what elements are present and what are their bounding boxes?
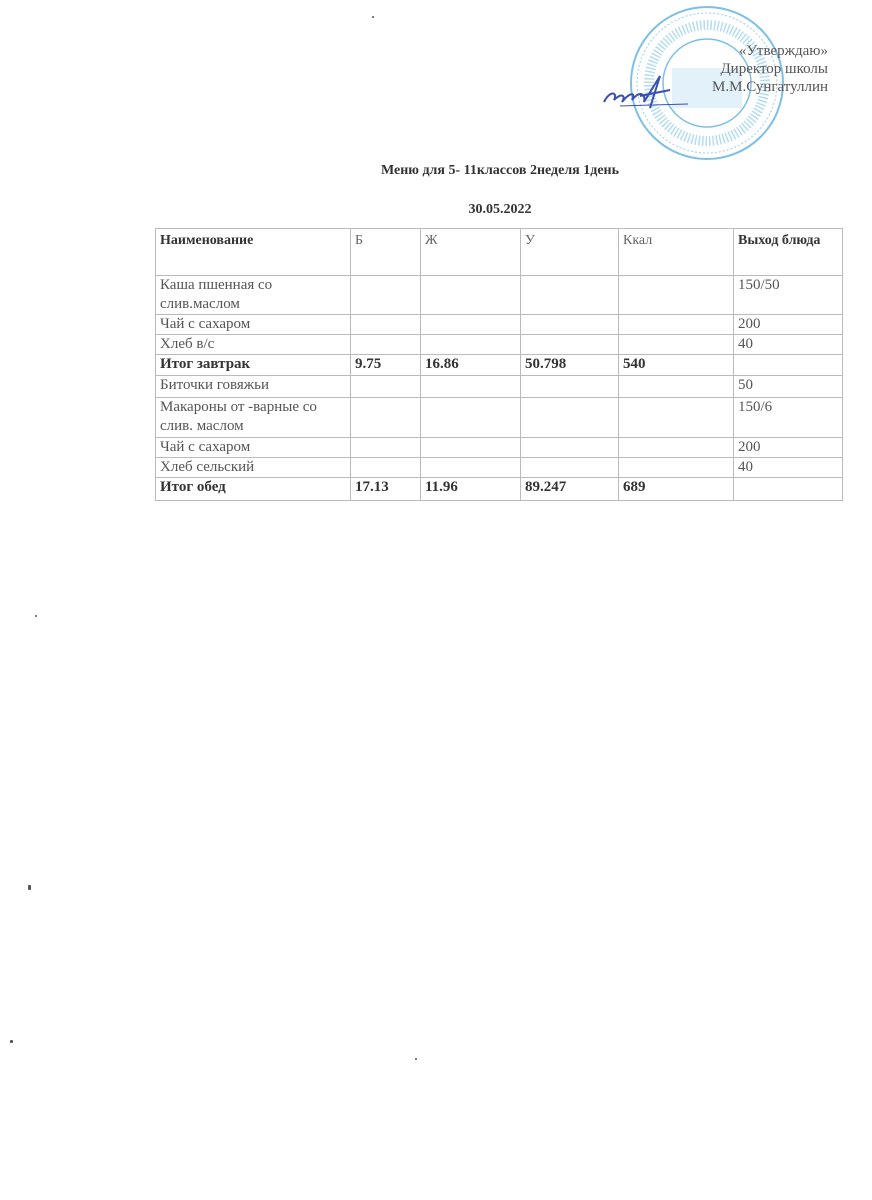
cell-kcal: 689 [618, 477, 734, 501]
approval-position: Директор школы [720, 61, 828, 77]
cell-out: 40 [733, 457, 843, 478]
approval-heading: «Утверждаю» [738, 43, 828, 59]
cell-zh [420, 314, 521, 335]
cell-b [350, 375, 421, 398]
cell-u [520, 437, 619, 458]
cell-b: 9.75 [350, 354, 421, 376]
cell-kcal [618, 314, 734, 335]
scan-speck [35, 615, 37, 617]
cell-zh: 11.96 [420, 477, 521, 501]
cell-b [350, 334, 421, 355]
director-signature [603, 75, 689, 109]
cell-kcal [618, 437, 734, 458]
scan-speck [28, 885, 31, 890]
cell-zh: 16.86 [420, 354, 521, 376]
cell-out: 150/50 [733, 275, 843, 315]
cell-b [350, 397, 421, 438]
cell-u: 50.798 [520, 354, 619, 376]
cell-name: Итог обед [155, 477, 351, 501]
column-header-protein: Б [350, 228, 421, 276]
cell-kcal [618, 457, 734, 478]
cell-name: Каша пшенная со слив.маслом [155, 275, 351, 315]
cell-zh [420, 375, 521, 398]
cell-u [520, 457, 619, 478]
table-total-row: Итог обед 17.13 11.96 89.247 689 [155, 477, 843, 501]
cell-u [520, 375, 619, 398]
cell-kcal: 540 [618, 354, 734, 376]
table-row: Хлеб в/с 40 [155, 334, 843, 355]
column-header-carbs: У [520, 228, 619, 276]
cell-name: Биточки говяжьи [155, 375, 351, 398]
scan-speck [10, 1040, 13, 1043]
page-title: Меню для 5- 11классов 2неделя 1день [380, 163, 620, 178]
cell-zh [420, 397, 521, 438]
cell-name: Чай с сахаром [155, 314, 351, 335]
table-row: Хлеб сельский 40 [155, 457, 843, 478]
cell-u [520, 397, 619, 438]
column-header-kcal: Ккал [618, 228, 734, 276]
table-total-row: Итог завтрак 9.75 16.86 50.798 540 [155, 354, 843, 376]
column-header-fat: Ж [420, 228, 521, 276]
cell-u [520, 314, 619, 335]
school-stamp [630, 6, 784, 160]
menu-table: Наименование Б Ж У Ккал Выход блюда Каша… [155, 228, 843, 501]
cell-out: 200 [733, 314, 843, 335]
cell-zh [420, 334, 521, 355]
approval-block: «Утверждаю» Директор школы М.М.Сунгатулл… [712, 42, 828, 96]
cell-zh [420, 457, 521, 478]
cell-b: 17.13 [350, 477, 421, 501]
cell-kcal [618, 397, 734, 438]
cell-out: 40 [733, 334, 843, 355]
cell-u [520, 275, 619, 315]
cell-out [733, 477, 843, 501]
cell-out: 150/6 [733, 397, 843, 438]
cell-u: 89.247 [520, 477, 619, 501]
table-row: Каша пшенная со слив.маслом 150/50 [155, 275, 843, 315]
cell-zh [420, 275, 521, 315]
cell-kcal [618, 334, 734, 355]
scan-speck [415, 1058, 417, 1060]
cell-b [350, 314, 421, 335]
table-row: Макароны от -варные со слив. маслом 150/6 [155, 397, 843, 438]
cell-zh [420, 437, 521, 458]
column-header-output: Выход блюда [733, 228, 843, 276]
scan-speck [372, 16, 374, 18]
table-row: Чай с сахаром 200 [155, 437, 843, 458]
cell-name: Хлеб в/с [155, 334, 351, 355]
cell-name: Макароны от -варные со слив. маслом [155, 397, 351, 438]
table-row: Чай с сахаром 200 [155, 314, 843, 335]
menu-date: 30.05.2022 [468, 202, 532, 217]
cell-name: Чай с сахаром [155, 437, 351, 458]
cell-kcal [618, 375, 734, 398]
cell-name: Хлеб сельский [155, 457, 351, 478]
approval-name: М.М.Сунгатуллин [712, 79, 828, 95]
cell-b [350, 275, 421, 315]
cell-kcal [618, 275, 734, 315]
table-row: Биточки говяжьи 50 [155, 375, 843, 398]
cell-name: Итог завтрак [155, 354, 351, 376]
cell-u [520, 334, 619, 355]
cell-out: 50 [733, 375, 843, 398]
table-header-row: Наименование Б Ж У Ккал Выход блюда [155, 228, 843, 276]
cell-out [733, 354, 843, 376]
cell-b [350, 457, 421, 478]
cell-out: 200 [733, 437, 843, 458]
cell-b [350, 437, 421, 458]
column-header-name: Наименование [155, 228, 351, 276]
